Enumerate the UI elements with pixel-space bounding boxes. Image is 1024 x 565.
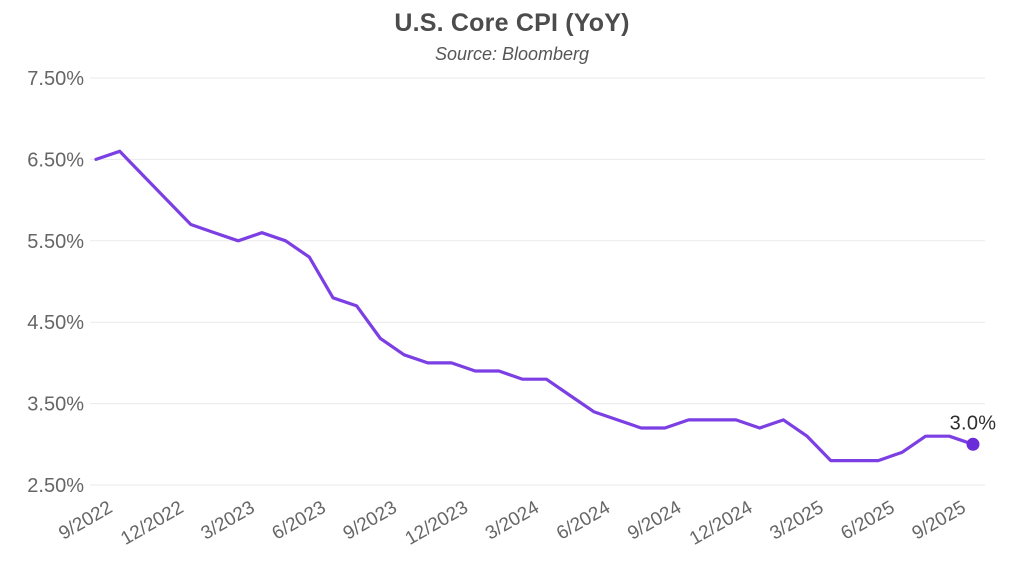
x-tick-label: 6/2024	[553, 497, 614, 544]
y-tick-label: 7.50%	[27, 68, 84, 90]
last-value-label: 3.0%	[950, 412, 997, 434]
x-tick-label: 3/2024	[482, 497, 543, 544]
x-tick-label: 6/2025	[838, 497, 899, 544]
chart-subtitle: Source: Bloomberg	[434, 44, 590, 64]
y-tick-label: 3.50%	[27, 394, 84, 416]
x-tick-label: 12/2022	[117, 497, 187, 550]
x-tick-label: 12/2024	[686, 497, 756, 550]
chart-title: U.S. Core CPI (YoY)	[394, 9, 630, 37]
x-tick-label: 6/2023	[269, 497, 330, 544]
last-point-marker	[966, 437, 980, 451]
y-tick-label: 4.50%	[27, 312, 84, 334]
x-tick-label: 9/2022	[55, 497, 116, 544]
x-tick-label: 3/2023	[198, 497, 259, 544]
cpi-line	[94, 149, 975, 463]
x-tick-label: 9/2025	[909, 497, 970, 544]
y-tick-label: 6.50%	[27, 149, 84, 171]
y-tick-label: 2.50%	[27, 475, 84, 497]
x-tick-label: 3/2025	[766, 497, 827, 544]
x-tick-label: 9/2024	[624, 497, 685, 544]
x-tick-label: 12/2023	[402, 497, 472, 550]
y-tick-label: 5.50%	[27, 231, 84, 253]
x-tick-label: 9/2023	[340, 497, 401, 544]
